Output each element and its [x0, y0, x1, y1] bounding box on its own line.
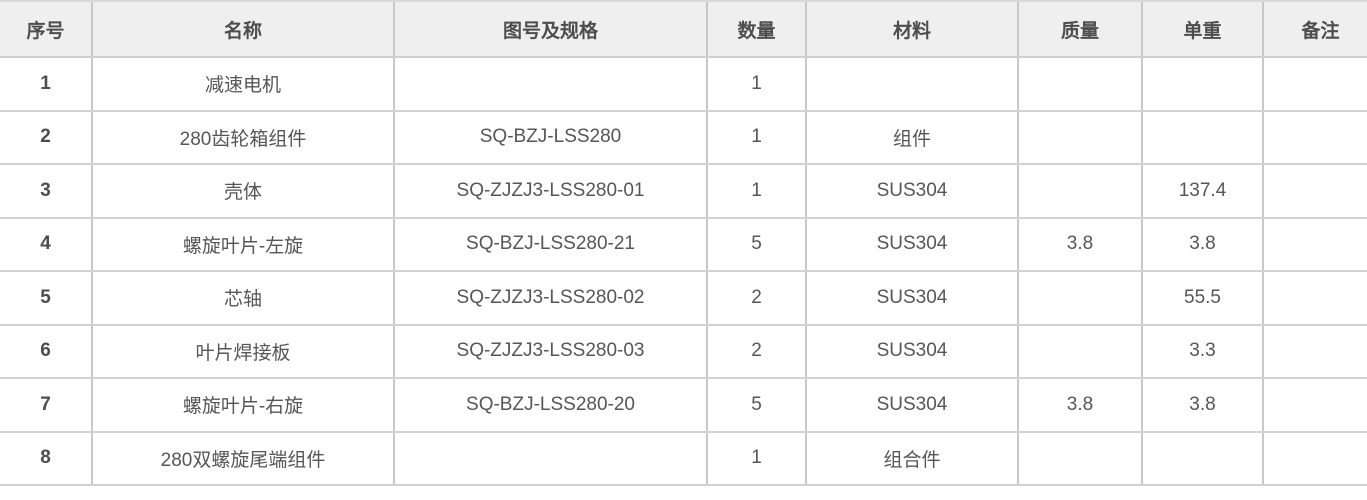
cell-qty: 5 [706, 378, 806, 433]
cell-drawing-no: SQ-BZJ-LSS280-21 [393, 217, 707, 272]
cell-remarks [1262, 324, 1367, 379]
cell-unit-weight: 137.4 [1141, 164, 1263, 219]
cell-mass [1017, 431, 1142, 486]
cell-drawing-no: SQ-ZJZJ3-LSS280-01 [393, 164, 707, 219]
cell-seq: 1 [0, 57, 92, 112]
cell-material [805, 57, 1018, 112]
cell-name: 螺旋叶片-右旋 [91, 378, 394, 433]
cell-unit-weight: 55.5 [1141, 271, 1263, 326]
cell-remarks [1262, 271, 1367, 326]
cell-material: SUS304 [805, 164, 1018, 219]
cell-material: 组件 [805, 110, 1018, 165]
cell-qty: 2 [706, 271, 806, 326]
cell-seq: 8 [0, 431, 92, 486]
cell-qty: 1 [706, 431, 806, 486]
table-row: 2 280齿轮箱组件 SQ-BZJ-LSS280 1 组件 [0, 110, 1367, 165]
cell-mass [1017, 57, 1142, 112]
cell-unit-weight [1141, 57, 1263, 112]
cell-drawing-no [393, 431, 707, 486]
cell-name: 芯轴 [91, 271, 394, 326]
table-row: 5 芯轴 SQ-ZJZJ3-LSS280-02 2 SUS304 55.5 [0, 271, 1367, 326]
cell-seq: 2 [0, 110, 92, 165]
cell-qty: 2 [706, 324, 806, 379]
cell-mass: 3.8 [1017, 378, 1142, 433]
cell-seq: 7 [0, 378, 92, 433]
cell-drawing-no: SQ-ZJZJ3-LSS280-02 [393, 271, 707, 326]
column-header-unit-weight: 单重 [1141, 0, 1263, 58]
column-header-name: 名称 [91, 0, 394, 58]
cell-unit-weight: 3.8 [1141, 378, 1263, 433]
cell-drawing-no: SQ-BZJ-LSS280 [393, 110, 707, 165]
cell-name: 螺旋叶片-左旋 [91, 217, 394, 272]
cell-drawing-no: SQ-BZJ-LSS280-20 [393, 378, 707, 433]
cell-drawing-no: SQ-ZJZJ3-LSS280-03 [393, 324, 707, 379]
cell-seq: 3 [0, 164, 92, 219]
cell-seq: 6 [0, 324, 92, 379]
cell-material: SUS304 [805, 217, 1018, 272]
cell-material: 组合件 [805, 431, 1018, 486]
cell-qty: 1 [706, 57, 806, 112]
bom-table: 序号 名称 图号及规格 数量 材料 质量 单重 备注 1 减速电机 1 2 28… [0, 0, 1367, 486]
cell-mass [1017, 324, 1142, 379]
cell-seq: 4 [0, 217, 92, 272]
table-body: 1 减速电机 1 2 280齿轮箱组件 SQ-BZJ-LSS280 1 组件 3… [0, 57, 1367, 486]
column-header-seq: 序号 [0, 0, 92, 58]
column-header-mass: 质量 [1017, 0, 1142, 58]
cell-name: 叶片焊接板 [91, 324, 394, 379]
cell-unit-weight: 3.3 [1141, 324, 1263, 379]
cell-drawing-no [393, 57, 707, 112]
cell-qty: 1 [706, 110, 806, 165]
cell-material: SUS304 [805, 271, 1018, 326]
cell-mass [1017, 271, 1142, 326]
cell-remarks [1262, 378, 1367, 433]
cell-unit-weight: 3.8 [1141, 217, 1263, 272]
cell-remarks [1262, 57, 1367, 112]
cell-material: SUS304 [805, 324, 1018, 379]
column-header-qty: 数量 [706, 0, 806, 58]
header-row: 序号 名称 图号及规格 数量 材料 质量 单重 备注 [0, 0, 1367, 58]
table-row: 8 280双螺旋尾端组件 1 组合件 [0, 431, 1367, 486]
cell-mass: 3.8 [1017, 217, 1142, 272]
cell-mass [1017, 164, 1142, 219]
cell-name: 壳体 [91, 164, 394, 219]
cell-name: 280双螺旋尾端组件 [91, 431, 394, 486]
cell-unit-weight [1141, 110, 1263, 165]
cell-remarks [1262, 431, 1367, 486]
table-row: 4 螺旋叶片-左旋 SQ-BZJ-LSS280-21 5 SUS304 3.8 … [0, 217, 1367, 272]
column-header-material: 材料 [805, 0, 1018, 58]
cell-qty: 1 [706, 164, 806, 219]
table-row: 1 减速电机 1 [0, 57, 1367, 112]
table-row: 7 螺旋叶片-右旋 SQ-BZJ-LSS280-20 5 SUS304 3.8 … [0, 378, 1367, 433]
table-row: 6 叶片焊接板 SQ-ZJZJ3-LSS280-03 2 SUS304 3.3 [0, 324, 1367, 379]
table-row: 3 壳体 SQ-ZJZJ3-LSS280-01 1 SUS304 137.4 [0, 164, 1367, 219]
cell-qty: 5 [706, 217, 806, 272]
column-header-drawing-no: 图号及规格 [393, 0, 707, 58]
cell-remarks [1262, 110, 1367, 165]
cell-name: 280齿轮箱组件 [91, 110, 394, 165]
cell-seq: 5 [0, 271, 92, 326]
cell-remarks [1262, 217, 1367, 272]
cell-material: SUS304 [805, 378, 1018, 433]
cell-unit-weight [1141, 431, 1263, 486]
cell-name: 减速电机 [91, 57, 394, 112]
cell-mass [1017, 110, 1142, 165]
column-header-remarks: 备注 [1262, 0, 1367, 58]
cell-remarks [1262, 164, 1367, 219]
